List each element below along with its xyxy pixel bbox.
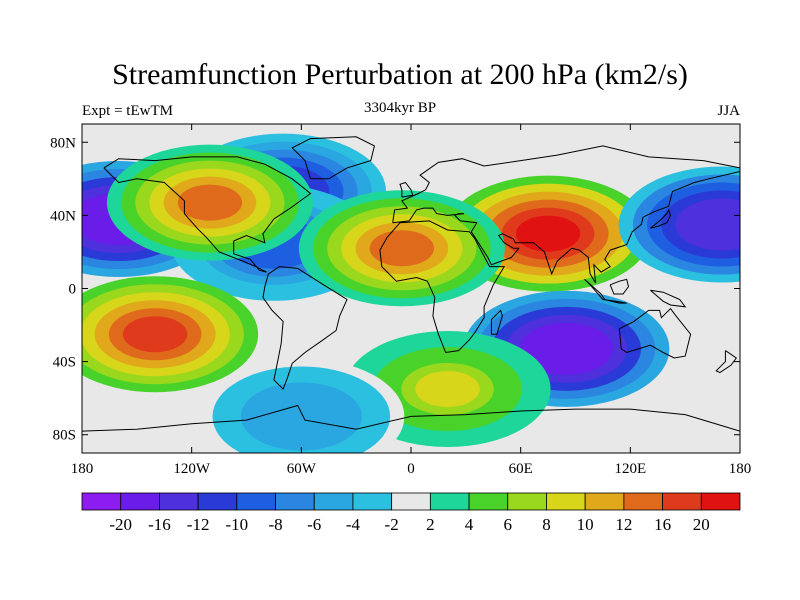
colorbar-swatch (507, 492, 547, 511)
y-tick-label: 40N (50, 208, 76, 224)
coast-uk (399, 181, 414, 198)
colorbar-label: -12 (187, 515, 210, 534)
coast-africa (379, 220, 506, 354)
coast-antarctica (82, 404, 740, 432)
contour-antarctic-low-5 (269, 398, 334, 435)
coast-japan (650, 208, 672, 229)
feature-s-pacific-high (82, 276, 259, 393)
coast-eurasia (392, 145, 740, 284)
colorbar-swatch (662, 492, 702, 511)
coast-south-america (262, 266, 348, 390)
colorbar-swatch (468, 492, 509, 511)
colorbar-label: -10 (225, 515, 248, 534)
colorbar-swatch (700, 492, 741, 511)
colorbar-label: 4 (465, 515, 474, 534)
colorbar-label: 8 (542, 515, 551, 534)
contour-w-atlantic-high-5 (177, 184, 243, 221)
coast-new-zealand (715, 350, 738, 374)
colorbar-label: 6 (504, 515, 513, 534)
coast-madagascar (490, 309, 503, 335)
x-tick-label: 60E (509, 461, 533, 477)
x-tick-label: 120W (173, 461, 211, 477)
contour-s-atlantic-high-5 (415, 371, 480, 408)
colorbar-label: 12 (615, 515, 632, 534)
colorbar-swatch (197, 492, 238, 511)
colorbar-swatch (352, 492, 393, 511)
colorbar-swatch (313, 492, 354, 511)
chart-title: Streamfunction Perturbation at 200 hPa (… (112, 58, 688, 91)
coast-greenland (291, 136, 375, 180)
colorbar-swatch (159, 492, 199, 511)
x-tick-label: 180 (729, 461, 752, 477)
colorbar-label: -4 (346, 515, 361, 534)
y-tick-label: 80N (50, 135, 76, 151)
contour-asian-high-5 (515, 215, 581, 252)
time-label: 3304kyr BP (363, 100, 437, 116)
colorbar-label: 2 (426, 515, 435, 534)
feature-asian-high (445, 175, 652, 292)
colorbar-label: -8 (268, 515, 282, 534)
colorbar-label: -6 (307, 515, 321, 534)
colorbar-swatch (623, 492, 663, 511)
colorbar-label: -20 (109, 515, 132, 534)
coastlines (82, 136, 740, 432)
colorbar-label: 10 (577, 515, 594, 534)
feature-e-pacific-low (618, 166, 740, 283)
x-axis: 180 120W 60W 0 60E 120E 180 (71, 124, 752, 477)
colorbar-swatch (275, 492, 315, 511)
feature-s-indian-low (463, 290, 670, 407)
contour-sahara-high-5 (369, 230, 435, 267)
colorbar-swatch (584, 492, 625, 511)
contour-s-pacific-high-5 (122, 316, 188, 353)
colorbar-label: 20 (693, 515, 710, 534)
colorbar-swatch (429, 492, 470, 511)
y-axis: 80N 40N 0 40S 80S (50, 135, 740, 444)
contour-e-pacific-low-5 (689, 206, 740, 243)
colorbar-swatch (391, 492, 431, 511)
feature-sahara-high (298, 190, 505, 307)
contour-s-indian-low-5 (534, 330, 599, 367)
y-tick-label: 0 (69, 282, 77, 298)
feature-antarctic-low (198, 358, 405, 453)
x-tick-label: 0 (407, 461, 415, 477)
coast-indonesia (584, 279, 627, 304)
season-label: JJA (717, 103, 740, 119)
coast-borneo (609, 278, 630, 295)
colorbar: -20 -16 -12 -10 -8 -6 -4 -2 2 4 6 8 10 12 16 20 (81, 492, 741, 534)
coast-north-america (103, 156, 312, 273)
y-tick-label: 40S (53, 355, 76, 371)
x-tick-label: 120E (614, 461, 646, 477)
coast-australia (618, 307, 692, 359)
colorbar-swatch (236, 492, 276, 511)
streamfunction-field (82, 133, 740, 453)
coast-new-guinea (650, 289, 687, 308)
colorbar-swatch (546, 492, 586, 511)
colorbar-label: 16 (654, 515, 671, 534)
colorbar-label: -2 (385, 515, 399, 534)
feature-w-atlantic-high (106, 144, 313, 261)
experiment-label: Expt = tEwTM (82, 103, 173, 119)
x-tick-label: 180 (71, 461, 94, 477)
colorbar-swatch (120, 492, 160, 511)
colorbar-label: -16 (148, 515, 171, 534)
colorbar-swatch (81, 492, 122, 511)
y-tick-label: 80S (53, 428, 76, 444)
x-tick-label: 60W (287, 461, 317, 477)
